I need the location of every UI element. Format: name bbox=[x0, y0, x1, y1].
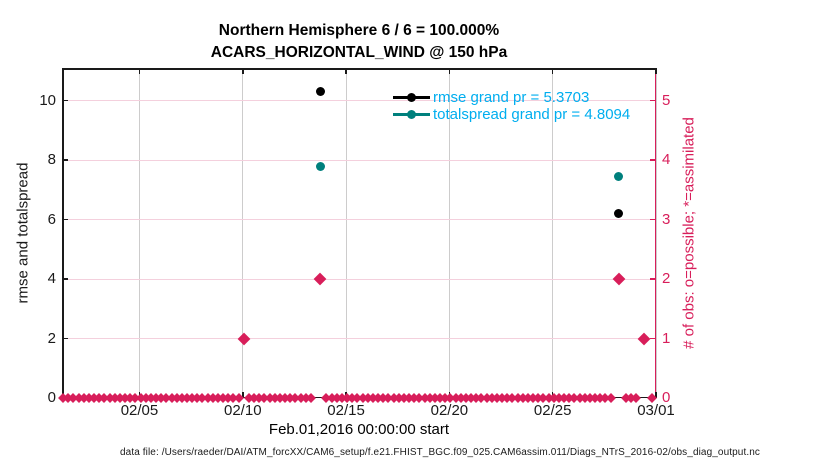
y-tick-label-left: 2 bbox=[47, 329, 56, 347]
x-tick-mark-top bbox=[551, 68, 554, 74]
y-tick-label-right: 2 bbox=[662, 270, 671, 288]
y-tick-mark-left bbox=[62, 278, 68, 280]
data-point-rmse bbox=[614, 209, 624, 219]
y-tick-mark-right bbox=[650, 218, 656, 221]
x-tick-mark-top bbox=[345, 68, 347, 74]
legend-marker-dot bbox=[407, 109, 416, 119]
x-tick-label: 02/15 bbox=[327, 402, 365, 419]
axis-spine-right bbox=[654, 68, 656, 398]
x-tick-label: 02/20 bbox=[430, 402, 469, 419]
y-tick-mark-right bbox=[650, 337, 656, 340]
vertical-gridline bbox=[242, 68, 244, 398]
x-tick-mark bbox=[242, 392, 244, 398]
x-tick-mark-top bbox=[448, 68, 451, 74]
horizontal-gridline bbox=[62, 100, 656, 102]
x-tick-label: 03/01 bbox=[637, 402, 675, 419]
x-tick-mark bbox=[655, 392, 657, 398]
data-point-obs-count bbox=[313, 272, 327, 286]
vertical-gridline bbox=[448, 68, 450, 398]
y-tick-label-left: 0 bbox=[47, 389, 56, 406]
legend-label: rmse grand pr = 5.3703 bbox=[433, 89, 590, 106]
y-tick-label-right: 0 bbox=[662, 389, 671, 406]
y-tick-mark-right bbox=[650, 159, 656, 161]
y-tick-label-left: 4 bbox=[47, 270, 56, 288]
y-tick-label-right: 3 bbox=[662, 210, 671, 228]
plot-area bbox=[58, 68, 657, 403]
horizontal-gridline bbox=[62, 219, 656, 221]
data-point-obs-count bbox=[612, 272, 626, 286]
data-point-totalspread bbox=[315, 161, 325, 171]
data-point-obs-count bbox=[637, 332, 650, 345]
x-tick-mark-top bbox=[138, 68, 141, 74]
horizontal-gridline bbox=[62, 159, 656, 161]
axis-spine-left bbox=[62, 68, 64, 398]
horizontal-gridline bbox=[62, 338, 656, 340]
y-tick-label-right: 4 bbox=[662, 151, 671, 169]
vertical-gridline bbox=[345, 68, 347, 398]
y-tick-label-left: 6 bbox=[47, 210, 56, 228]
x-axis-label: Feb.01,2016 00:00:00 start bbox=[268, 421, 450, 438]
x-tick-label: 02/25 bbox=[533, 402, 572, 419]
y-tick-label-left: 8 bbox=[47, 151, 56, 169]
x-tick-mark-top bbox=[242, 68, 244, 74]
y-tick-label-right: 5 bbox=[662, 91, 671, 109]
vertical-gridline bbox=[138, 68, 140, 398]
y-tick-mark-left bbox=[62, 337, 68, 340]
x-tick-label: 02/10 bbox=[224, 402, 262, 419]
y-tick-mark-right bbox=[650, 278, 656, 280]
y-tick-mark-left bbox=[62, 99, 68, 102]
legend-marker-dot bbox=[407, 92, 416, 102]
data-file-path: data file: /Users/raeder/DAI/ATM_forcXX/… bbox=[120, 447, 760, 458]
x-tick-label: 02/05 bbox=[120, 402, 159, 419]
data-point-rmse bbox=[315, 87, 325, 97]
y-tick-mark-left bbox=[62, 218, 68, 221]
data-point-totalspread bbox=[614, 172, 624, 181]
plot-title-line1: Northern Hemisphere 6 / 6 = 100.000% bbox=[218, 22, 500, 39]
horizontal-gridline bbox=[62, 278, 656, 280]
y-tick-label-right: 1 bbox=[662, 329, 671, 347]
vertical-gridline bbox=[655, 68, 657, 398]
y-tick-label-left: 10 bbox=[39, 91, 56, 109]
legend-label: totalspread grand pr = 4.8094 bbox=[433, 106, 631, 123]
vertical-gridline bbox=[552, 68, 554, 398]
plot-title-line2: ACARS_HORIZONTAL_WIND @ 150 hPa bbox=[210, 44, 508, 61]
x-tick-mark-top bbox=[655, 68, 657, 74]
y-tick-mark-right bbox=[650, 99, 656, 102]
axis-spine-top bbox=[62, 68, 656, 70]
y-tick-mark-left bbox=[62, 159, 68, 161]
data-point-obs-count bbox=[237, 332, 251, 345]
